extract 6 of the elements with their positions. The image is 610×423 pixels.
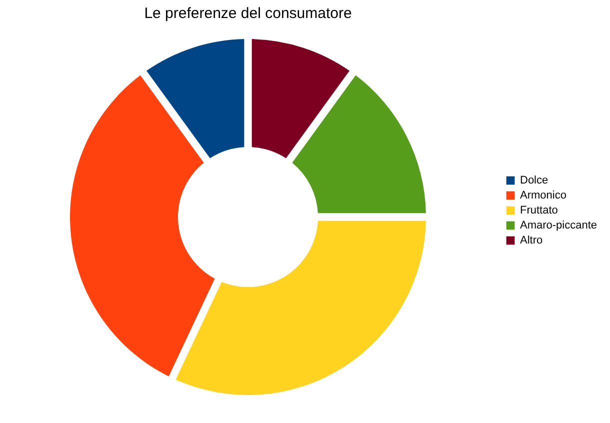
legend-label: Armonico <box>520 190 566 202</box>
legend-label: Amaro-piccante <box>520 220 598 232</box>
chart-title: Le preferenze del consumatore <box>144 5 352 22</box>
legend-label: Altro <box>520 234 543 246</box>
legend-label: Dolce <box>520 174 548 186</box>
legend-label: Fruttato <box>520 204 558 216</box>
